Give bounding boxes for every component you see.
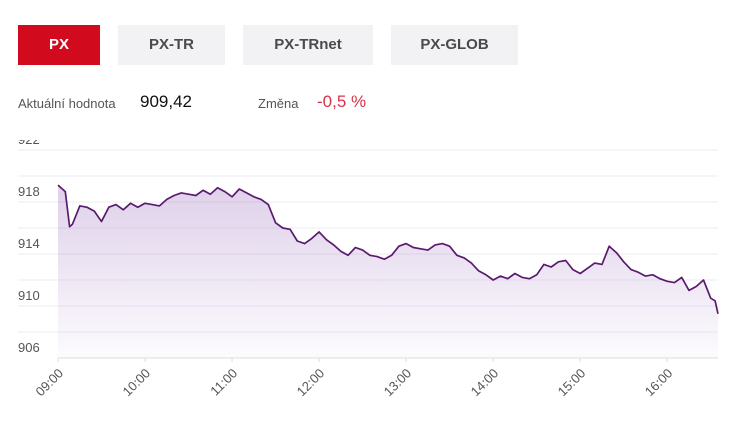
tab-px[interactable]: PX <box>18 25 100 65</box>
y-tick-label: 918 <box>18 184 40 199</box>
x-tick-label: 16:00 <box>642 366 676 400</box>
index-line-chart: 922 918 914 910 906 09:00 10:00 11:00 12:00 13:0… <box>18 140 719 400</box>
x-tick-label: 14:00 <box>468 366 502 400</box>
tab-px-glob[interactable]: PX-GLOB <box>391 25 518 65</box>
y-tick-label: 914 <box>18 236 40 251</box>
series-line <box>57 184 719 314</box>
x-axis-labels: 09:00 10:00 11:00 12:00 13:00 14:00 15:00 16:00 <box>33 358 676 400</box>
current-value-label: Aktuální hodnota <box>18 96 116 111</box>
y-tick-label: 922 <box>18 140 40 147</box>
y-axis-labels: 922 918 914 910 906 <box>18 140 40 355</box>
y-tick-label: 910 <box>18 288 40 303</box>
x-tick-label: 10:00 <box>120 366 154 400</box>
x-tick-label: 09:00 <box>33 366 67 400</box>
change-value: -0,5 % <box>317 92 367 111</box>
x-tick-label: 11:00 <box>207 366 240 399</box>
x-tick-label: 12:00 <box>294 366 328 400</box>
x-tick-label: 15:00 <box>555 366 589 400</box>
series-area <box>58 185 718 358</box>
tab-px-tr[interactable]: PX-TR <box>118 25 225 65</box>
tab-px-trnet[interactable]: PX-TRnet <box>243 25 373 65</box>
current-value: 909,42 <box>140 92 192 111</box>
change-label: Změna <box>258 96 299 111</box>
x-tick-label: 13:00 <box>381 366 415 400</box>
y-tick-label: 906 <box>18 340 40 355</box>
